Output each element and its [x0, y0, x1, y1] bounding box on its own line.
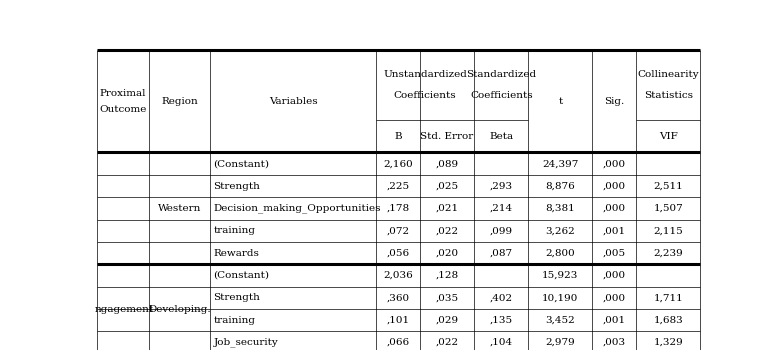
Text: 2,239: 2,239	[654, 248, 683, 258]
Text: 2,511: 2,511	[654, 182, 683, 190]
Text: Standardized

Coefficients: Standardized Coefficients	[466, 70, 536, 100]
Text: Western: Western	[158, 204, 201, 213]
Text: ,089: ,089	[436, 159, 458, 168]
Text: training: training	[213, 316, 255, 325]
Text: 10,190: 10,190	[542, 293, 579, 302]
Text: 2,115: 2,115	[654, 226, 683, 235]
Text: ,293: ,293	[489, 182, 513, 190]
Text: 8,381: 8,381	[545, 204, 575, 213]
Text: 24,397: 24,397	[542, 159, 579, 168]
Text: Developing.: Developing.	[148, 304, 211, 314]
Text: ,402: ,402	[489, 293, 513, 302]
Text: ngagement: ngagement	[94, 304, 153, 314]
Text: ,101: ,101	[387, 316, 409, 325]
Text: Decision_making_Opportunities: Decision_making_Opportunities	[213, 204, 380, 213]
Text: ,001: ,001	[603, 226, 626, 235]
Text: Collinearity

Statistics: Collinearity Statistics	[637, 70, 699, 100]
Text: 2,160: 2,160	[383, 159, 413, 168]
Text: ,025: ,025	[436, 182, 458, 190]
Text: B: B	[394, 132, 401, 141]
Text: ,056: ,056	[387, 248, 409, 258]
Text: 1,711: 1,711	[654, 293, 683, 302]
Text: ,000: ,000	[603, 293, 626, 302]
Text: Proximal: Proximal	[100, 89, 146, 98]
Text: t: t	[559, 97, 562, 106]
Text: ,035: ,035	[436, 293, 458, 302]
Text: (Constant): (Constant)	[213, 159, 269, 168]
Text: Variables: Variables	[269, 97, 317, 106]
Text: ,005: ,005	[603, 248, 626, 258]
Text: 3,262: 3,262	[545, 226, 575, 235]
Text: 2,979: 2,979	[545, 338, 575, 347]
Text: ,128: ,128	[436, 271, 458, 280]
Text: ,360: ,360	[387, 293, 409, 302]
Text: ,099: ,099	[489, 226, 513, 235]
Text: (Constant): (Constant)	[213, 271, 269, 280]
Text: ,020: ,020	[436, 248, 458, 258]
Text: ,001: ,001	[603, 316, 626, 325]
Text: ,022: ,022	[436, 226, 458, 235]
Text: 1,507: 1,507	[654, 204, 683, 213]
Text: training: training	[213, 226, 255, 235]
Text: ,000: ,000	[603, 204, 626, 213]
Text: ,021: ,021	[436, 204, 458, 213]
Text: Job_security: Job_security	[213, 338, 278, 348]
Text: 15,923: 15,923	[542, 271, 579, 280]
Text: Rewards: Rewards	[213, 248, 259, 258]
Text: 1,329: 1,329	[654, 338, 683, 347]
Text: 2,036: 2,036	[383, 271, 413, 280]
Text: VIF: VIF	[659, 132, 678, 141]
Text: Unstandardized

Coefficients: Unstandardized Coefficients	[384, 70, 467, 100]
Text: ,178: ,178	[387, 204, 409, 213]
Text: Strength: Strength	[213, 182, 260, 190]
Text: ,000: ,000	[603, 159, 626, 168]
Text: 3,452: 3,452	[545, 316, 575, 325]
Text: Std. Error: Std. Error	[420, 132, 474, 141]
Text: ,000: ,000	[603, 271, 626, 280]
Text: ,022: ,022	[436, 338, 458, 347]
Text: ,003: ,003	[603, 338, 626, 347]
Text: 1,683: 1,683	[654, 316, 683, 325]
Text: ,225: ,225	[387, 182, 409, 190]
Text: Sig.: Sig.	[605, 97, 625, 106]
Text: Beta: Beta	[489, 132, 513, 141]
Text: Outcome: Outcome	[99, 105, 146, 114]
Text: ,072: ,072	[387, 226, 409, 235]
Text: ,000: ,000	[603, 182, 626, 190]
Text: 2,800: 2,800	[545, 248, 575, 258]
Text: ,029: ,029	[436, 316, 458, 325]
Text: ,104: ,104	[489, 338, 513, 347]
Text: ,214: ,214	[489, 204, 513, 213]
Text: ,135: ,135	[489, 316, 513, 325]
Text: ,087: ,087	[489, 248, 513, 258]
Text: ,066: ,066	[387, 338, 409, 347]
Text: 8,876: 8,876	[545, 182, 575, 190]
Text: Strength: Strength	[213, 293, 260, 302]
Text: Region: Region	[161, 97, 198, 106]
